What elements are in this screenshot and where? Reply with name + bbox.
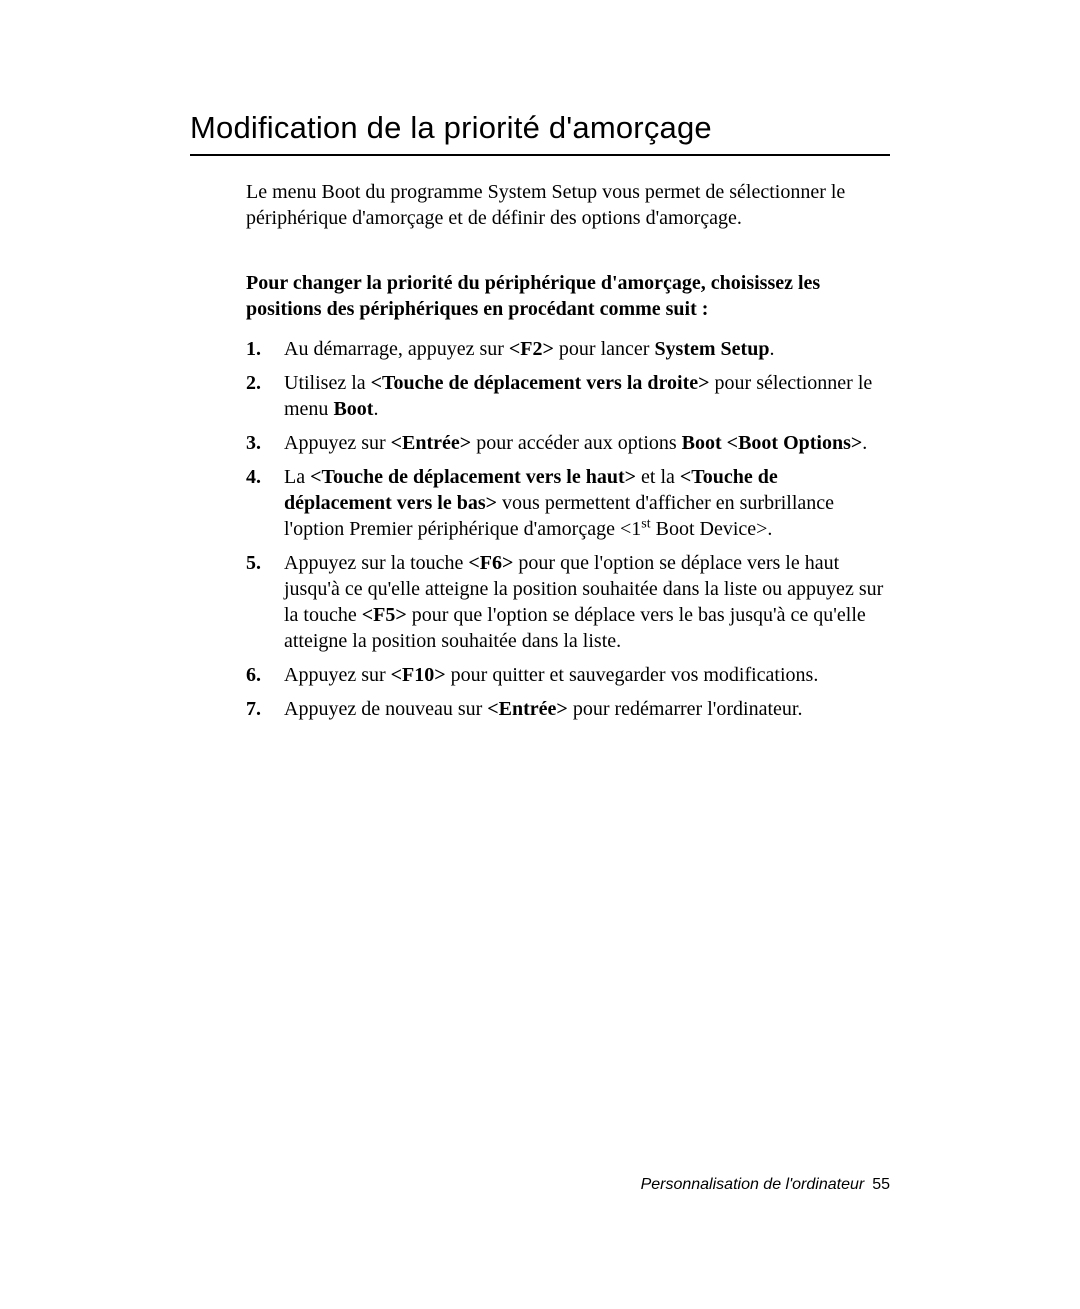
step-text: Appuyez sur bbox=[284, 432, 391, 454]
step-4: La <Touche de déplacement vers le haut> … bbox=[246, 464, 890, 542]
step-text: Utilisez la bbox=[284, 372, 371, 394]
key-enter: <Entrée> bbox=[487, 698, 568, 720]
key-f6: <F6> bbox=[468, 552, 513, 574]
title-rule bbox=[190, 154, 890, 156]
step-7: Appuyez de nouveau sur <Entrée> pour red… bbox=[246, 696, 890, 722]
page-footer: Personnalisation de l'ordinateur 55 bbox=[641, 1176, 890, 1194]
step-text: . bbox=[769, 338, 774, 360]
step-text: pour lancer bbox=[554, 338, 655, 360]
key-enter: <Entrée> bbox=[391, 432, 472, 454]
step-text: Au démarrage, appuyez sur bbox=[284, 338, 509, 360]
step-3: Appuyez sur <Entrée> pour accéder aux op… bbox=[246, 430, 890, 456]
body-content: Le menu Boot du programme System Setup v… bbox=[246, 180, 890, 722]
key-f2: <F2> bbox=[509, 338, 554, 360]
step-text: Appuyez sur la touche bbox=[284, 552, 468, 574]
superscript-st: st bbox=[641, 517, 650, 532]
term-boot-options: Boot <Boot Options> bbox=[682, 432, 863, 454]
step-1: Au démarrage, appuyez sur <F2> pour lanc… bbox=[246, 336, 890, 362]
page-number: 55 bbox=[872, 1176, 890, 1193]
step-2: Utilisez la <Touche de déplacement vers … bbox=[246, 370, 890, 422]
step-text: pour accéder aux options bbox=[471, 432, 681, 454]
term-boot: Boot bbox=[333, 398, 373, 420]
document-page: Modification de la priorité d'amorçage L… bbox=[0, 0, 1080, 1309]
page-title: Modification de la priorité d'amorçage bbox=[190, 110, 890, 146]
steps-list: Au démarrage, appuyez sur <F2> pour lanc… bbox=[246, 336, 890, 722]
step-text: Boot Device>. bbox=[651, 518, 773, 540]
term-system-setup: System Setup bbox=[654, 338, 769, 360]
step-text: pour quitter et sauvegarder vos modifica… bbox=[446, 664, 819, 686]
step-text: Appuyez sur bbox=[284, 664, 391, 686]
step-text: . bbox=[862, 432, 867, 454]
key-up-arrow: <Touche de déplacement vers le haut> bbox=[310, 466, 636, 488]
lead-paragraph: Pour changer la priorité du périphérique… bbox=[246, 271, 890, 322]
step-text: et la bbox=[636, 466, 680, 488]
step-text: Appuyez de nouveau sur bbox=[284, 698, 487, 720]
key-f10: <F10> bbox=[391, 664, 446, 686]
footer-label: Personnalisation de l'ordinateur bbox=[641, 1176, 865, 1193]
step-text: pour redémarrer l'ordinateur. bbox=[568, 698, 803, 720]
step-text: . bbox=[373, 398, 378, 420]
step-text: La bbox=[284, 466, 310, 488]
step-5: Appuyez sur la touche <F6> pour que l'op… bbox=[246, 550, 890, 654]
intro-paragraph: Le menu Boot du programme System Setup v… bbox=[246, 180, 890, 231]
key-f5: <F5> bbox=[362, 604, 407, 626]
key-right-arrow: <Touche de déplacement vers la droite> bbox=[371, 372, 710, 394]
step-6: Appuyez sur <F10> pour quitter et sauveg… bbox=[246, 662, 890, 688]
